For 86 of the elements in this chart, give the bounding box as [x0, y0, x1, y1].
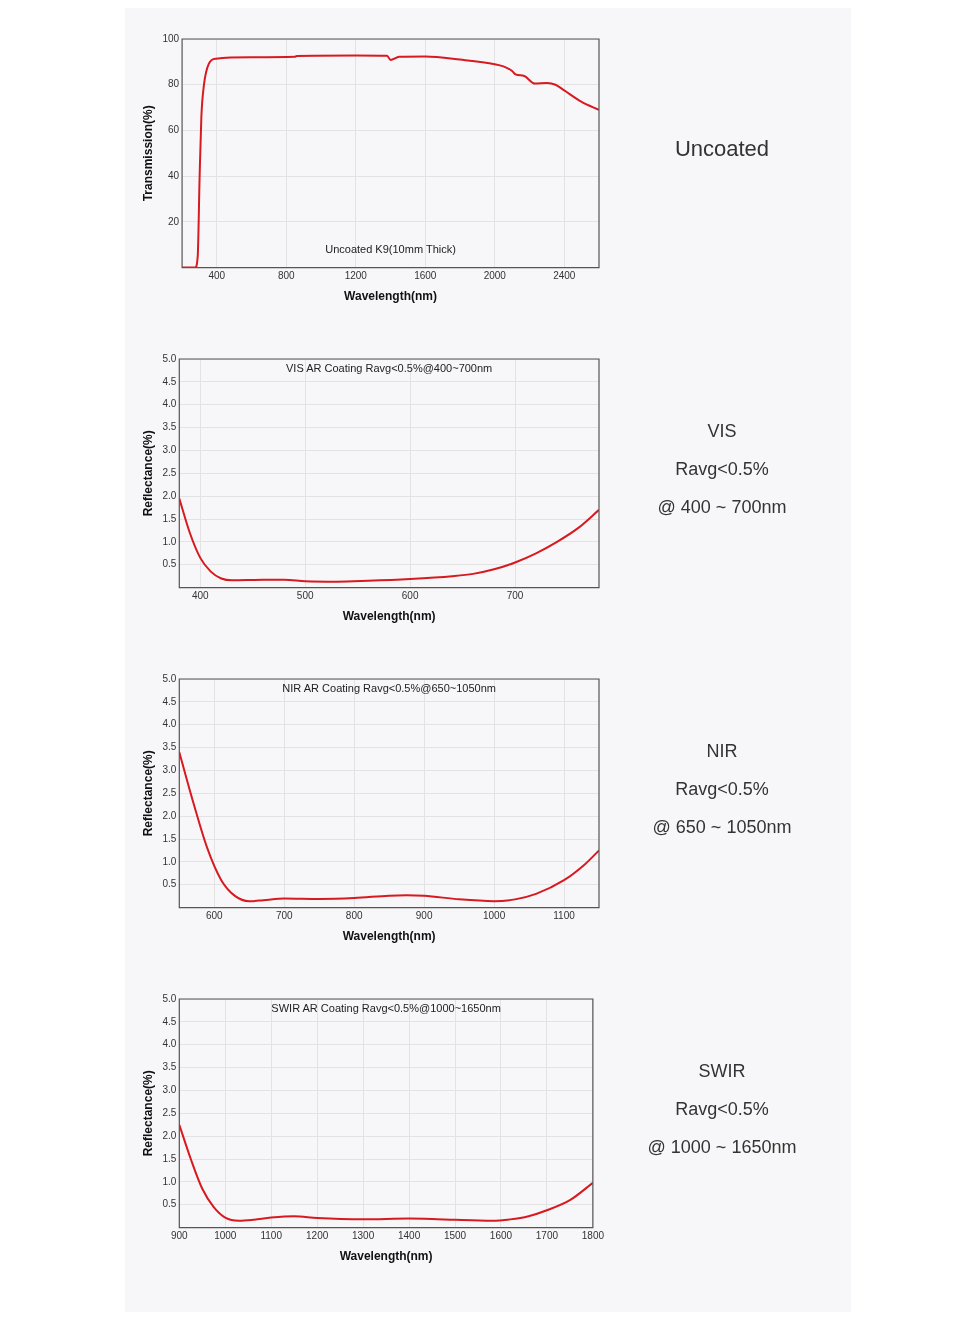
line-series — [179, 497, 599, 583]
chart-title: NIR AR Coating Ravg<0.5%@650~1050nm — [282, 682, 496, 695]
y-tick-label: 0.5 — [162, 1198, 177, 1210]
y-tick-label: 3.5 — [162, 741, 177, 753]
y-tick-label: 0.5 — [162, 878, 177, 890]
y-tick-label: 2.5 — [162, 467, 177, 479]
y-tick-label: 2.5 — [162, 1107, 177, 1119]
y-axis-title: Transmission(%) — [140, 105, 155, 202]
y-tick-label: 5.0 — [162, 992, 177, 1004]
x-tick-label: 2000 — [483, 270, 507, 282]
text: Ravg<0.5% — [675, 778, 769, 801]
y-tick-label: 1.5 — [162, 832, 177, 844]
y-axis-title: Reflectance(%) — [140, 750, 155, 837]
x-tick-label: 700 — [506, 590, 524, 602]
text: Ravg<0.5% — [675, 1098, 769, 1121]
x-tick-label: 1200 — [306, 1230, 329, 1242]
text: NIR — [706, 740, 738, 763]
x-axis-title: Wavelength(nm) — [342, 929, 436, 944]
line-series — [179, 751, 599, 903]
y-tick-label: 3.0 — [162, 444, 177, 456]
y-tick-label: 3.5 — [162, 421, 177, 433]
y-tick-label: 1.5 — [162, 512, 177, 524]
y-tick-label: 80 — [167, 78, 180, 90]
y-axis-title: Reflectance(%) — [140, 1070, 155, 1157]
text: Uncoated K9(10mm Thick) — [325, 242, 456, 255]
text: @ 1000 ~ 1650nm — [647, 1136, 797, 1159]
y-tick-label: 40 — [167, 169, 180, 181]
x-axis-title: Wavelength(nm) — [339, 1249, 433, 1264]
y-tick-label: 20 — [167, 215, 180, 227]
x-tick-label: 700 — [275, 910, 294, 922]
text: SWIR — [698, 1060, 746, 1083]
y-tick-label: 5.0 — [162, 352, 177, 364]
y-tick-label: 1.5 — [162, 1152, 177, 1164]
text: Uncoated — [674, 135, 770, 163]
y-tick-label: 4.0 — [162, 398, 177, 410]
y-tick-label: 4.5 — [162, 1015, 177, 1027]
x-tick-label: 600 — [205, 910, 224, 922]
line-series — [179, 1123, 593, 1222]
x-tick-label: 1800 — [581, 1230, 605, 1242]
y-tick-label: 0.5 — [162, 558, 177, 570]
x-tick-label: 1400 — [397, 1230, 421, 1242]
x-tick-label: 400 — [191, 590, 210, 602]
x-tick-label: 600 — [401, 590, 419, 602]
y-tick-label: 1.0 — [162, 855, 177, 867]
x-tick-label: 1600 — [414, 270, 437, 282]
x-tick-label: 400 — [208, 270, 226, 282]
x-tick-label: 1000 — [214, 1230, 237, 1242]
y-tick-label: 2.0 — [162, 809, 177, 821]
y-tick-label: 100 — [162, 32, 180, 44]
y-tick-label: 60 — [167, 124, 180, 136]
y-tick-label: 3.0 — [162, 1084, 177, 1096]
x-tick-label: 900 — [170, 1230, 189, 1242]
y-tick-label: 2.0 — [162, 489, 177, 501]
x-tick-label: 500 — [296, 590, 314, 602]
y-tick-label: 2.0 — [162, 1129, 177, 1141]
x-tick-label: 800 — [277, 270, 296, 282]
text: @ 400 ~ 700nm — [657, 496, 787, 519]
y-tick-label: 3.5 — [162, 1061, 177, 1073]
x-tick-label: 1600 — [489, 1230, 513, 1242]
y-tick-label: 5.0 — [162, 672, 177, 684]
y-tick-label: 4.5 — [162, 695, 177, 707]
x-tick-label: 1500 — [443, 1230, 467, 1242]
y-axis-title: Reflectance(%) — [140, 430, 155, 517]
y-tick-label: 2.5 — [162, 787, 177, 799]
x-tick-label: 1700 — [535, 1230, 559, 1242]
x-axis-title: Wavelength(nm) — [344, 289, 437, 304]
chart-title: VIS AR Coating Ravg<0.5%@400~700nm — [286, 362, 493, 375]
x-tick-label: 1100 — [553, 910, 576, 922]
y-tick-label: 1.0 — [162, 535, 177, 547]
x-tick-label: 900 — [415, 910, 433, 922]
x-tick-label: 1300 — [351, 1230, 375, 1242]
chart-title: SWIR AR Coating Ravg<0.5%@1000~1650nm — [271, 1002, 501, 1015]
y-tick-label: 4.0 — [162, 718, 177, 730]
x-tick-label: 1200 — [344, 270, 368, 282]
text: VIS — [707, 420, 737, 443]
text: @ 650 ~ 1050nm — [652, 816, 792, 839]
x-axis-title: Wavelength(nm) — [342, 609, 436, 624]
x-tick-label: 1000 — [482, 910, 506, 922]
y-tick-label: 4.5 — [162, 375, 177, 387]
x-tick-label: 1100 — [260, 1230, 283, 1242]
y-tick-label: 4.0 — [162, 1038, 177, 1050]
x-tick-label: 800 — [345, 910, 363, 922]
y-tick-label: 3.0 — [162, 764, 177, 776]
x-tick-label: 2400 — [553, 270, 576, 282]
y-tick-label: 1.0 — [162, 1175, 177, 1187]
text: Ravg<0.5% — [675, 458, 769, 481]
